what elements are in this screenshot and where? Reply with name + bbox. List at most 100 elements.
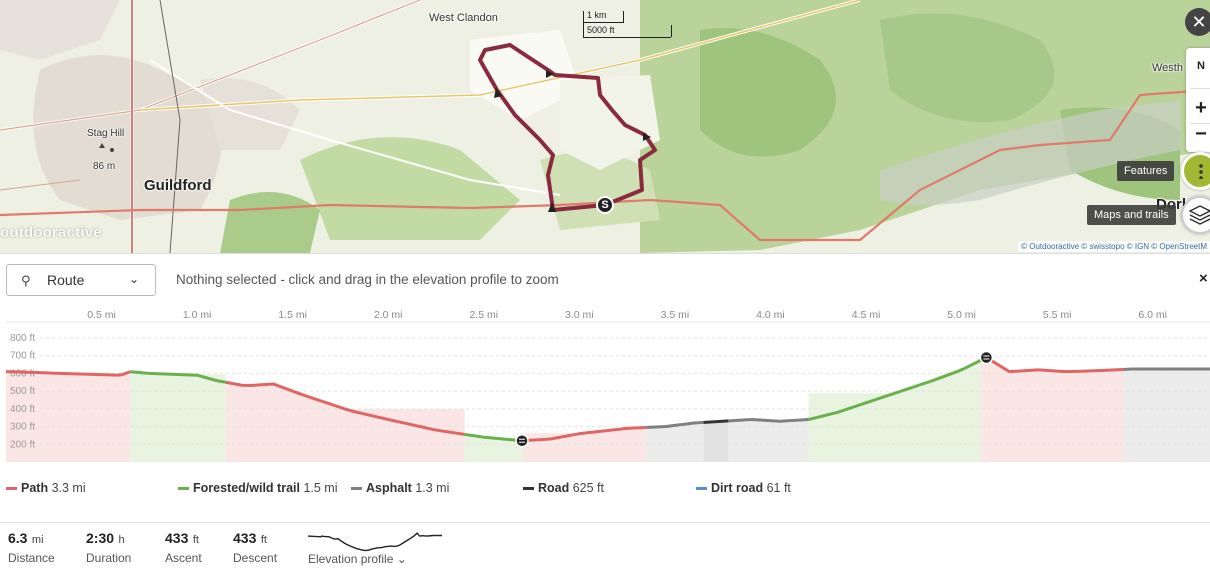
- legend-item: Forested/wild trail 1.5 mi: [178, 481, 337, 495]
- zoom-out-button[interactable]: −: [1195, 123, 1207, 145]
- distance-value: 6.3: [8, 530, 28, 546]
- ascent-unit: ft: [192, 534, 199, 546]
- map-control-panel: N + −: [1186, 48, 1210, 152]
- legend-swatch: [6, 487, 17, 491]
- elevation-line-segment: [225, 380, 465, 436]
- surface-area-band: [464, 434, 522, 462]
- duration-unit: h: [118, 534, 125, 546]
- compass-north-button[interactable]: N: [1197, 60, 1205, 72]
- legend-value: 61 ft: [763, 481, 791, 495]
- elevation-profile-chart[interactable]: 800 ft 700 ft 600 ft 500 ft 400 ft 300 ft 200 …: [0, 300, 1210, 470]
- zoom-in-button[interactable]: +: [1195, 97, 1207, 119]
- x-tick-label: 4.5 mi: [852, 309, 881, 321]
- distance-unit: mi: [31, 534, 44, 546]
- profile-hint: Nothing selected - click and drag in the…: [176, 272, 559, 287]
- legend-item: Asphalt 1.3 mi: [351, 481, 449, 495]
- max-elevation-marker: [979, 350, 994, 365]
- route-dropdown-label: Route: [47, 272, 85, 288]
- features-button[interactable]: [1181, 152, 1210, 190]
- stat-distance: 6.3 mi Distance: [8, 530, 55, 565]
- legend-label: Forested/wild trail: [193, 481, 300, 495]
- surface-area-band: [130, 371, 226, 462]
- duration-label: Duration: [86, 551, 132, 565]
- elevation-line-segment: [808, 359, 982, 421]
- legend-swatch: [178, 487, 189, 491]
- x-tick-label: 4.0 mi: [756, 309, 785, 321]
- descent-label: Descent: [233, 551, 278, 565]
- elevation-profile-toggle[interactable]: Elevation profile ⌄: [308, 552, 407, 566]
- chevron-down-icon: ⌄: [128, 272, 139, 286]
- legend-swatch: [351, 487, 362, 491]
- place-label-westh: Westh: [1152, 62, 1183, 74]
- legend-item: Road 625 ft: [523, 481, 604, 495]
- x-tick-label: 2.0 mi: [374, 309, 403, 321]
- layers-icon: [1189, 205, 1210, 225]
- place-label-west-clandon: West Clandon: [429, 12, 498, 24]
- ascent-value: 433: [165, 530, 189, 546]
- x-tick-label: 3.5 mi: [661, 309, 690, 321]
- legend-value: 1.3 mi: [411, 481, 450, 495]
- map-view[interactable]: West Clandon Guildford Stag Hill 86 m We…: [0, 0, 1210, 253]
- descent-unit: ft: [260, 534, 267, 546]
- surface-area-band: [522, 427, 647, 462]
- duration-value: 2:30: [86, 530, 115, 546]
- chevron-down-icon: ⌄: [396, 552, 407, 566]
- maps-and-trails-tooltip: Maps and trails: [1087, 205, 1176, 225]
- y-tick-label: 700 ft: [10, 351, 35, 362]
- legend-value: 625 ft: [569, 481, 604, 495]
- features-tooltip: Features: [1117, 161, 1175, 181]
- brand-watermark: outdooractive: [0, 224, 102, 241]
- elevation-line-segment: [646, 420, 704, 429]
- legend-label: Road: [538, 481, 570, 495]
- surface-area-band: [808, 360, 981, 462]
- legend-value: 1.5 mi: [299, 481, 338, 495]
- x-tick-label: 5.5 mi: [1043, 309, 1072, 321]
- close-icon: ✕: [1191, 12, 1207, 32]
- legend-item: Dirt road 61 ft: [696, 481, 791, 495]
- legend-value: 3.3 mi: [48, 481, 86, 495]
- y-tick-label: 300 ft: [10, 422, 35, 433]
- elevation-line-segment: [521, 425, 647, 443]
- surface-area-band: [225, 382, 465, 462]
- stat-ascent: 433 ft Ascent: [165, 530, 202, 565]
- scale-imperial: 5000 ft: [587, 25, 615, 35]
- y-tick-label: 400 ft: [10, 404, 35, 415]
- close-map-button[interactable]: ✕: [1185, 8, 1210, 36]
- mini-profile-line: [307, 532, 442, 552]
- surface-area-band: [1124, 369, 1210, 462]
- y-tick-label: 200 ft: [10, 439, 35, 450]
- min-elevation-marker: [515, 433, 529, 448]
- place-label-guildford: Guildford: [144, 177, 212, 194]
- surface-area-band: [703, 420, 729, 462]
- surface-area-band: [728, 419, 809, 462]
- legend-label: Path: [21, 481, 49, 495]
- elevation-line-segment: [5, 370, 131, 377]
- place-label-stag-hill: Stag Hill: [87, 128, 125, 139]
- surface-area-band: [980, 358, 1124, 462]
- scale-metric: 1 km: [587, 10, 607, 20]
- elevation-line-segment: [979, 356, 1125, 374]
- x-tick-label: 5.0 mi: [947, 309, 976, 321]
- map-attribution[interactable]: © Outdooractive © swisstopo © IGN © Open…: [1018, 241, 1210, 252]
- x-tick-label: 6.0 mi: [1138, 309, 1167, 321]
- more-dots-icon: [1199, 163, 1203, 179]
- route-line: [478, 43, 657, 212]
- maps-and-trails-button[interactable]: [1181, 196, 1210, 234]
- start-marker[interactable]: S: [596, 196, 614, 214]
- x-tick-label: 0.5 mi: [87, 309, 116, 321]
- place-label-stag-hill-elevation: 86 m: [93, 161, 116, 172]
- map-canvas[interactable]: [0, 0, 1210, 253]
- legend-item: Path 3.3 mi: [6, 481, 86, 495]
- ascent-label: Ascent: [165, 551, 202, 565]
- mini-elevation-profile[interactable]: [307, 531, 443, 553]
- y-tick-label: 800 ft: [10, 333, 35, 344]
- start-marker-label: S: [601, 199, 609, 211]
- descent-value: 433: [233, 530, 257, 546]
- hiker-icon: ⚲: [21, 273, 31, 288]
- distance-label: Distance: [8, 551, 55, 565]
- route-dropdown[interactable]: ⚲ Route ⌄: [6, 264, 156, 296]
- close-profile-button[interactable]: ×: [1199, 270, 1208, 287]
- surface-area-band: [646, 422, 704, 462]
- elevation-profile-label: Elevation profile: [308, 552, 394, 566]
- y-tick-label: 600 ft: [10, 368, 35, 379]
